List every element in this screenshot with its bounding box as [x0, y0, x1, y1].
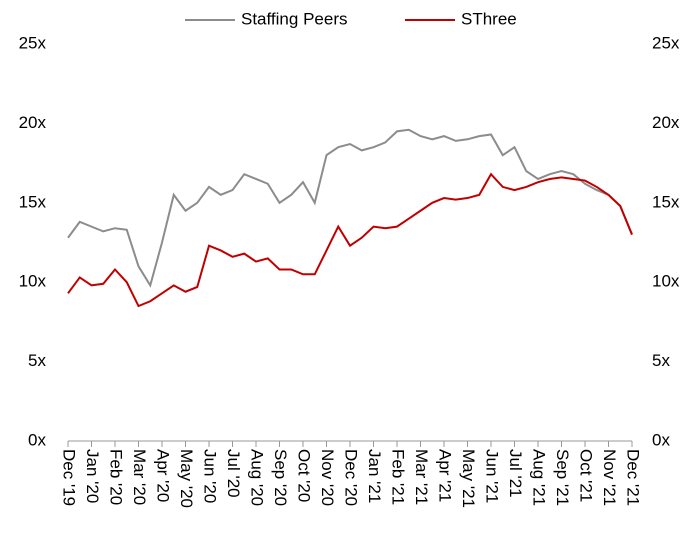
- y-tick-label: 15x: [19, 192, 47, 211]
- x-tick-label: Apr '21: [436, 449, 455, 502]
- x-tick-label: Jul '20: [224, 449, 243, 498]
- x-tick-label: Jun '20: [201, 449, 220, 503]
- y-tick-label: 25x: [19, 33, 47, 52]
- x-tick-label: Dec '21: [624, 449, 643, 506]
- y2-tick-label: 10x: [652, 272, 680, 291]
- x-tick-label: Dec '20: [342, 449, 361, 506]
- x-tick-label: Feb '21: [389, 449, 408, 505]
- y-tick-label: 5x: [28, 351, 46, 370]
- legend-label: SThree: [461, 9, 517, 28]
- x-tick-label: Oct '21: [577, 449, 596, 502]
- x-tick-label: May '21: [459, 449, 478, 508]
- x-tick-label: Mar '20: [130, 449, 149, 505]
- x-tick-label: Jan '20: [83, 449, 102, 503]
- x-tick-label: Jan '21: [365, 449, 384, 503]
- x-tick-label: Jun '21: [483, 449, 502, 503]
- x-tick-label: Dec '19: [60, 449, 79, 506]
- y2-tick-label: 5x: [652, 351, 670, 370]
- x-tick-label: Jul '21: [506, 449, 525, 498]
- x-tick-label: Oct '20: [295, 449, 314, 502]
- x-tick-label: Aug '21: [530, 449, 549, 506]
- y-tick-label: 0x: [28, 430, 46, 449]
- x-tick-label: Feb '20: [107, 449, 126, 505]
- y-tick-label: 10x: [19, 272, 47, 291]
- series-line: [67, 128, 633, 288]
- x-tick-label: Nov '20: [318, 449, 337, 506]
- x-tick-label: Mar '21: [412, 449, 431, 505]
- y2-tick-label: 20x: [652, 113, 680, 132]
- x-tick-label: May '20: [177, 449, 196, 508]
- y2-tick-label: 25x: [652, 33, 680, 52]
- series-line: [67, 172, 633, 308]
- x-tick-label: Sep '20: [271, 449, 290, 506]
- y-tick-label: 20x: [19, 113, 47, 132]
- x-tick-label: Apr '20: [154, 449, 173, 502]
- y2-tick-label: 0x: [652, 430, 670, 449]
- y2-tick-label: 15x: [652, 192, 680, 211]
- legend-label: Staffing Peers: [241, 9, 347, 28]
- x-tick-label: Sep '21: [553, 449, 572, 506]
- x-tick-label: Nov '21: [600, 449, 619, 506]
- x-tick-label: Aug '20: [248, 449, 267, 506]
